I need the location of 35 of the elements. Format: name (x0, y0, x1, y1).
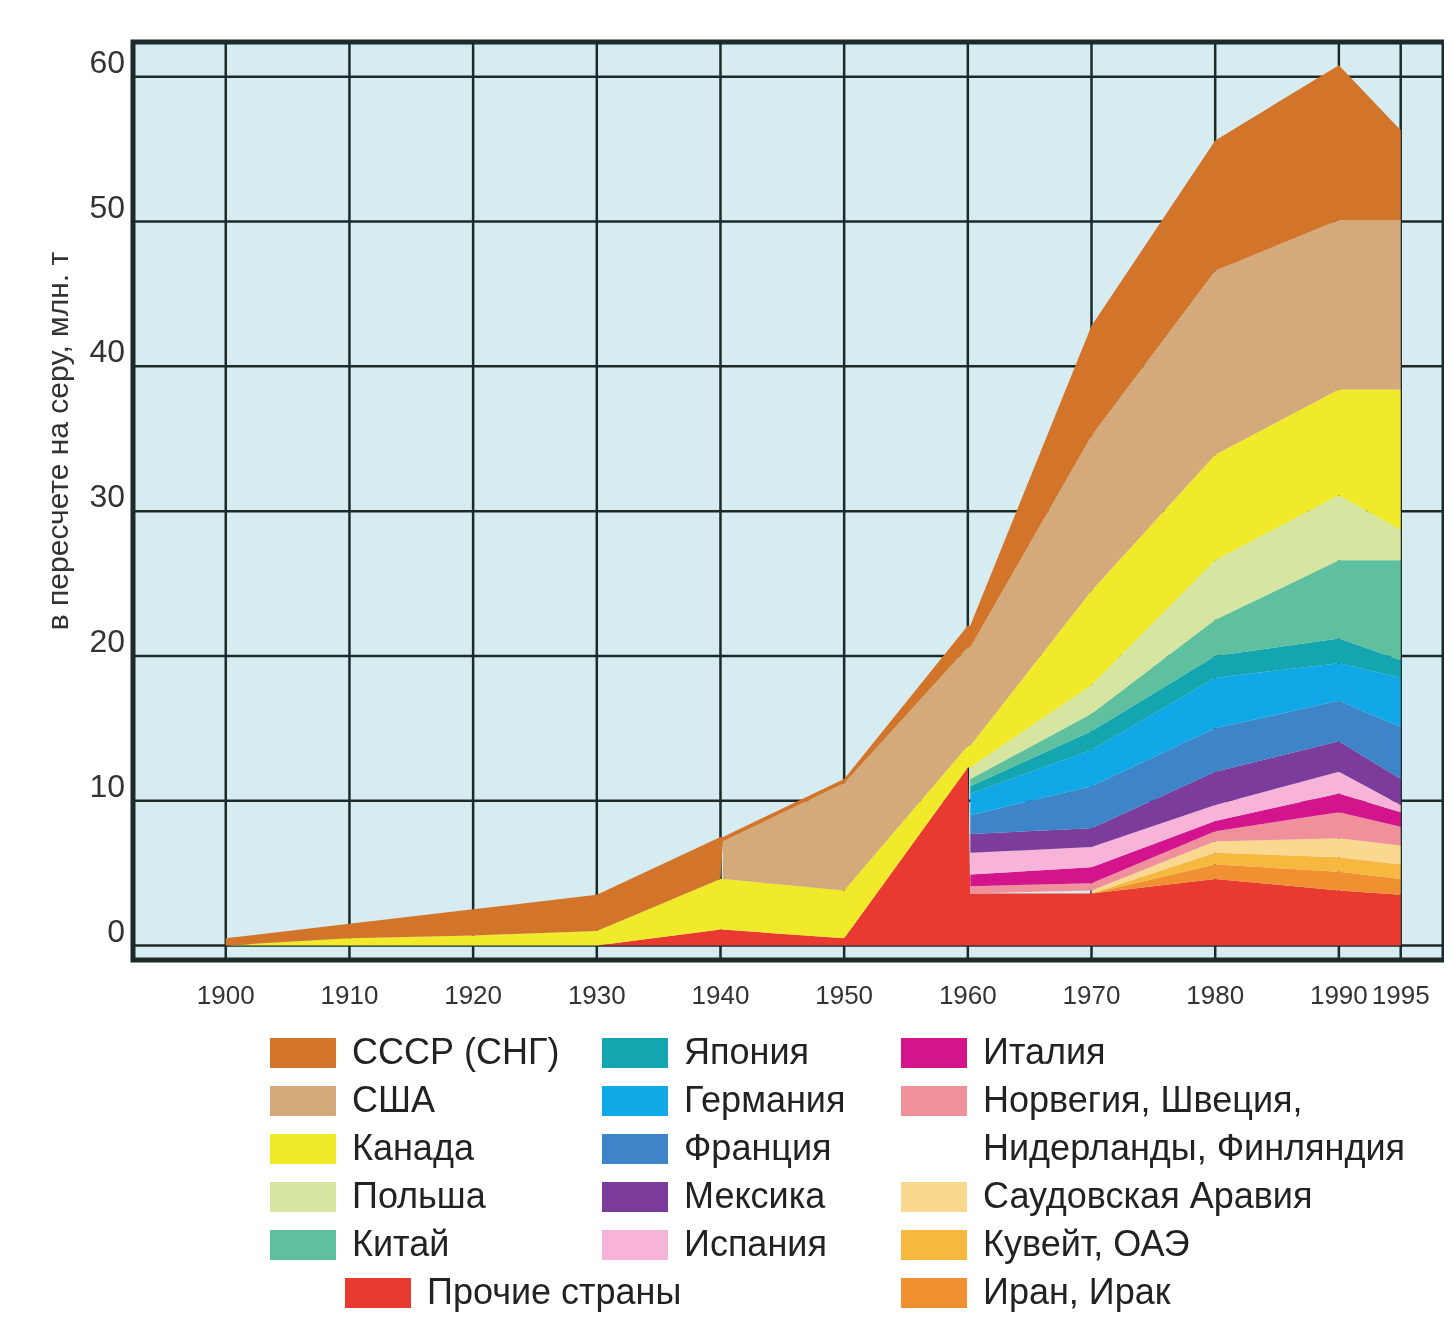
y-tick-label: 10 (89, 767, 125, 804)
x-tick-label: 1900 (196, 980, 255, 1010)
x-tick-label: 1910 (320, 980, 379, 1010)
y-tick-label: 0 (107, 912, 125, 949)
y-tick-label: 50 (89, 188, 125, 225)
y-tick-label: 40 (89, 333, 125, 370)
legend-label: Франция (684, 1127, 832, 1168)
legend-label: Германия (684, 1079, 846, 1120)
legend-label: Норвегия, Швеция, Нидерланды, Финляндия (983, 1079, 1406, 1168)
x-tick-label: 1920 (444, 980, 503, 1010)
y-tick-label: 60 (89, 43, 125, 80)
x-tick-label: 1990 (1309, 980, 1368, 1010)
x-tick-label: 1970 (1062, 980, 1121, 1010)
x-tick-label: 1930 (567, 980, 626, 1010)
y-axis-title: в пересчете на серу, млн. т (41, 251, 74, 631)
legend-label: Прочие страны (427, 1271, 682, 1312)
legend-label: Канада (352, 1127, 475, 1168)
legend-label: Саудовская Аравия (983, 1175, 1313, 1216)
x-tick-label: 1980 (1186, 980, 1245, 1010)
x-tick-label: 1995 (1371, 980, 1430, 1010)
legend-label: Мексика (684, 1175, 827, 1216)
legend-label: Польша (352, 1175, 487, 1216)
legend-label: СССР (СНГ) (352, 1031, 560, 1072)
x-tick-label: 1950 (815, 980, 874, 1010)
legend-label: Испания (684, 1223, 827, 1264)
y-tick-label: 30 (89, 478, 125, 515)
legend-label: Италия (983, 1031, 1106, 1072)
y-tick-label: 20 (89, 622, 125, 659)
legend-label: США (352, 1079, 436, 1120)
x-tick-label: 1960 (938, 980, 997, 1010)
legend-label: Китай (352, 1223, 450, 1264)
legend-label: Япония (684, 1031, 809, 1072)
legend-label: Кувейт, ОАЭ (983, 1223, 1190, 1264)
x-tick-label: 1940 (691, 980, 750, 1010)
legend-label: Иран, Ирак (983, 1271, 1171, 1312)
